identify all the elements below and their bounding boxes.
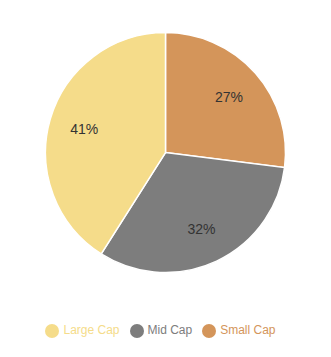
html-text:Small Cap: Small Cap	[220, 323, 276, 338]
html-text:Mid Cap: Mid Cap	[147, 323, 193, 338]
svg-text:41%: 41%	[70, 121, 98, 137]
svg-text:32%: 32%	[188, 221, 216, 237]
svg-text:27%: 27%	[215, 89, 243, 105]
html-text:Large Cap: Large Cap	[63, 323, 120, 338]
